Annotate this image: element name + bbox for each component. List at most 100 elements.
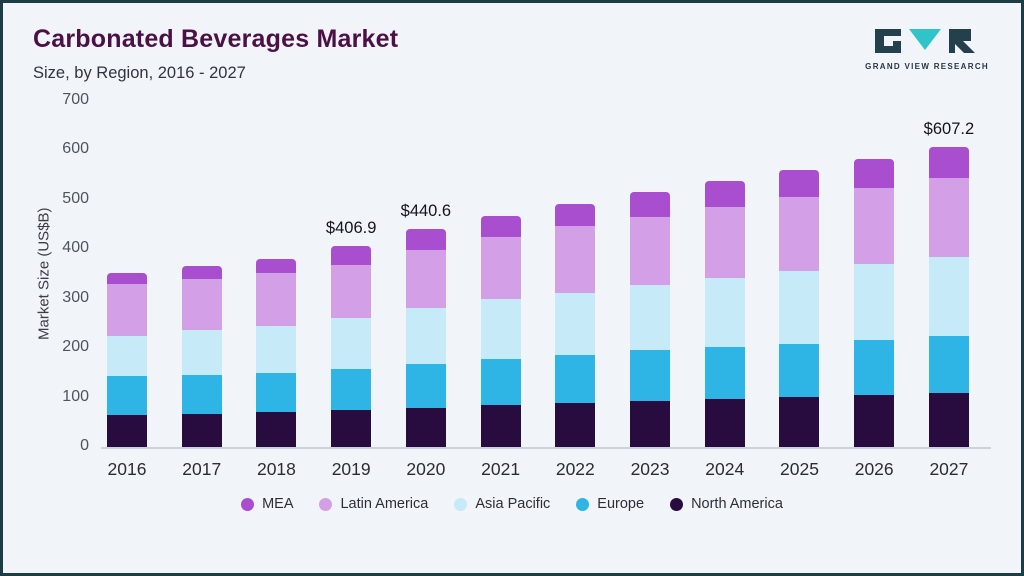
bar-segment-asia-pacific <box>405 307 446 364</box>
bar-segment-latin-america <box>107 283 147 336</box>
bar-column: 2025 <box>777 101 821 480</box>
bar-segment-europe <box>555 354 596 403</box>
stacked-bar <box>704 181 745 447</box>
bar-segment-asia-pacific <box>331 317 372 370</box>
bar-segment-mea <box>256 258 297 273</box>
logo-mark-icon <box>875 29 976 53</box>
bar-segment-north-america <box>107 414 147 447</box>
bar-segment-asia-pacific <box>928 256 969 336</box>
bar-segment-latin-america <box>854 187 895 265</box>
bar-segment-north-america <box>854 395 895 447</box>
value-label: $406.9 <box>325 218 377 237</box>
bar-segment-mea <box>704 181 745 208</box>
x-tick-label: 2023 <box>630 459 670 479</box>
bar-column: 2023 <box>628 101 672 480</box>
bar-area: $406.9 <box>325 101 377 447</box>
legend: MEA Latin America Asia Pacific Europe North … <box>33 496 991 512</box>
value-label: $440.6 <box>400 202 452 221</box>
logo-text: GRAND VIEW RESEARCH <box>865 62 989 71</box>
legend-item-asia-pacific: Asia Pacific <box>454 496 550 512</box>
bar-segment-latin-america <box>480 236 521 300</box>
bar-segment-latin-america <box>704 207 745 278</box>
bar-segment-north-america <box>779 397 820 447</box>
bar-area <box>105 101 149 447</box>
bars-container: 2016 2017 2018 $406.9 2019 $440.6 2020 2021 2022… <box>101 101 985 480</box>
stacked-bar <box>555 203 596 447</box>
bar-area <box>553 101 597 447</box>
bar-segment-europe <box>779 343 820 398</box>
legend-label: Europe <box>597 496 645 512</box>
bar-segment-mea <box>405 229 446 251</box>
page-title: Carbonated Beverages Market <box>33 25 399 53</box>
bar-segment-north-america <box>630 400 671 447</box>
x-tick-label: 2016 <box>107 459 147 479</box>
legend-swatch <box>454 497 468 511</box>
bar-segment-asia-pacific <box>256 325 297 373</box>
bar-segment-north-america <box>331 410 372 447</box>
bar-segment-mea <box>555 203 596 226</box>
value-label: $607.2 <box>923 119 975 138</box>
x-tick-label: 2021 <box>481 459 521 479</box>
bar-column: $607.2 2027 <box>923 101 975 480</box>
bar-column: $440.6 2020 <box>400 101 452 480</box>
y-tick-label: 200 <box>62 338 89 356</box>
bar-segment-north-america <box>181 413 222 447</box>
bar-segment-asia-pacific <box>555 292 596 355</box>
bar-area: $607.2 <box>923 101 975 447</box>
bar-segment-asia-pacific <box>107 335 147 377</box>
legend-swatch <box>241 497 255 511</box>
bar-segment-asia-pacific <box>181 329 222 375</box>
bar-segment-europe <box>405 363 446 408</box>
bar-segment-latin-america <box>256 272 297 326</box>
bar-segment-asia-pacific <box>480 299 521 360</box>
x-tick-label: 2020 <box>406 459 446 479</box>
bar-segment-mea <box>181 266 222 279</box>
y-tick-label: 100 <box>62 387 89 405</box>
legend-item-north-america: North America <box>670 496 783 512</box>
bar-segment-asia-pacific <box>779 270 820 344</box>
bar-segment-mea <box>480 216 521 237</box>
stacked-bar <box>630 191 671 447</box>
y-tick-label: 600 <box>62 140 89 158</box>
bar-area <box>628 101 672 447</box>
legend-item-europe: Europe <box>576 496 644 512</box>
bar-segment-mea <box>854 158 895 188</box>
y-tick-label: 400 <box>62 239 89 257</box>
bar-segment-north-america <box>928 392 969 447</box>
bar-area <box>852 101 896 447</box>
x-axis-line <box>101 447 991 449</box>
grand-view-research-logo: GRAND VIEW RESEARCH <box>865 29 989 71</box>
bar-segment-mea <box>630 191 671 218</box>
bar-segment-latin-america <box>630 217 671 286</box>
bar-column: 2021 <box>479 101 523 480</box>
bar-segment-latin-america <box>779 197 820 271</box>
bar-column: 2016 <box>105 101 149 480</box>
x-tick-label: 2019 <box>331 459 371 479</box>
y-axis-title: Market Size (US$B) <box>35 207 53 341</box>
bar-segment-europe <box>256 372 297 413</box>
bar-segment-asia-pacific <box>704 277 745 347</box>
bar-segment-north-america <box>480 405 521 447</box>
x-tick-label: 2024 <box>705 459 745 479</box>
bar-column: 2026 <box>852 101 896 480</box>
bar-column: 2017 <box>180 101 224 480</box>
chart: Market Size (US$B) 0 100 200 300 400 500 600 70… <box>33 91 991 480</box>
stacked-bar <box>256 258 297 447</box>
stacked-bar <box>854 158 895 447</box>
bar-segment-asia-pacific <box>630 285 671 351</box>
bar-segment-asia-pacific <box>854 264 895 340</box>
bar-segment-mea <box>779 170 820 198</box>
stacked-bar <box>331 245 372 447</box>
stacked-bar <box>480 216 521 447</box>
legend-label: MEA <box>262 496 294 512</box>
bar-area <box>254 101 298 447</box>
y-axis: 0 100 200 300 400 500 600 700 <box>55 91 101 454</box>
bar-segment-mea <box>331 245 372 266</box>
stacked-bar <box>107 273 147 447</box>
bar-segment-mea <box>928 146 969 178</box>
legend-swatch <box>576 497 590 511</box>
stacked-bar <box>928 146 969 447</box>
legend-swatch <box>670 497 684 511</box>
stacked-bar <box>779 170 820 447</box>
